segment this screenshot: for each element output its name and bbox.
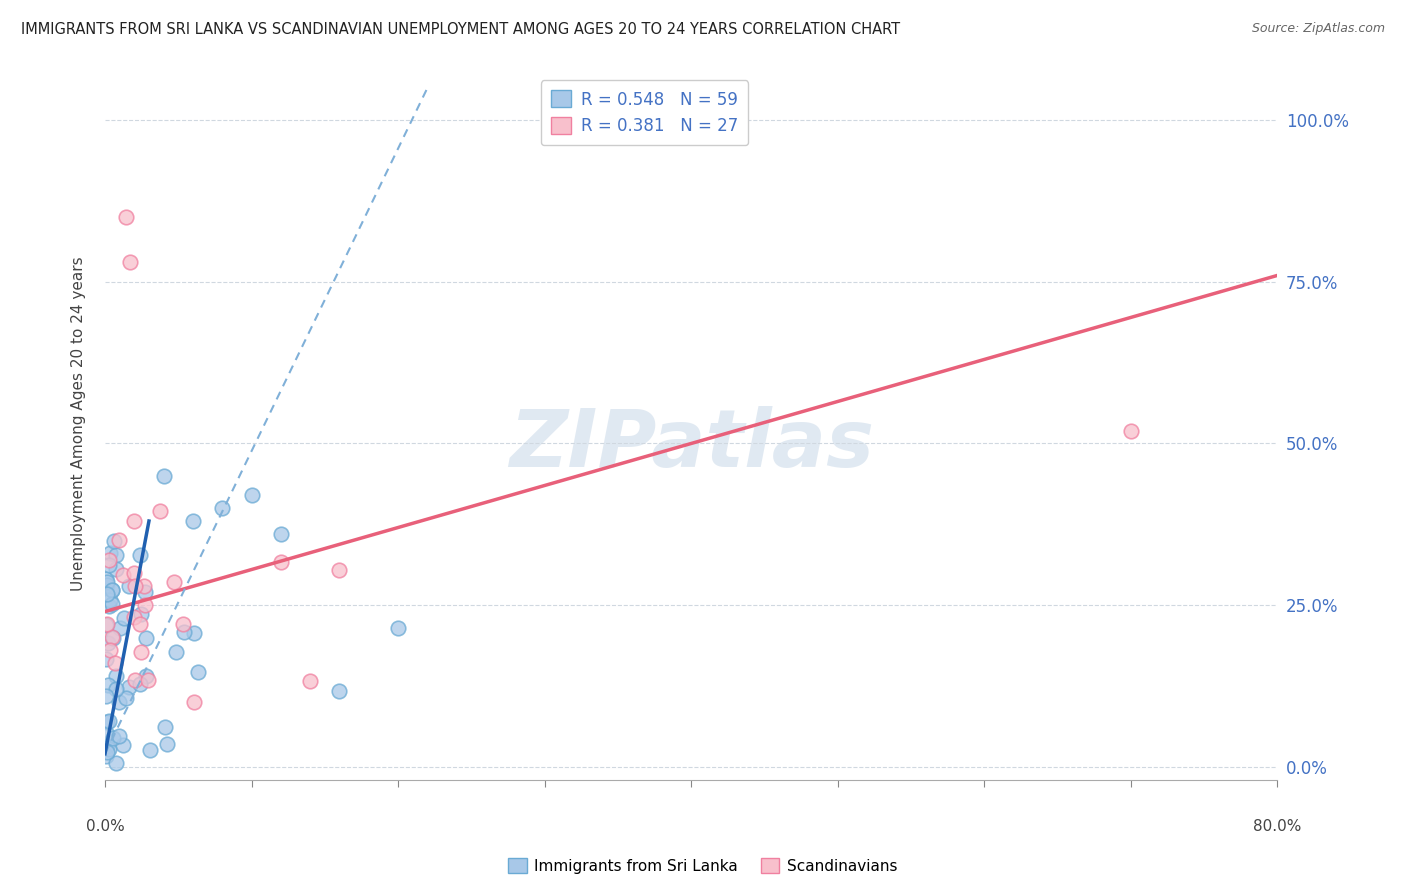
Text: 80.0%: 80.0%: [1253, 819, 1302, 834]
Legend: R = 0.548   N = 59, R = 0.381   N = 27: R = 0.548 N = 59, R = 0.381 N = 27: [541, 80, 748, 145]
Point: [105, 756, 128, 770]
Point: [98, 558, 121, 572]
Point: [98, 599, 121, 613]
Point: [96, 689, 118, 703]
Point: [128, 677, 150, 691]
Point: [240, 488, 263, 502]
Point: [153, 720, 176, 734]
Point: [103, 731, 125, 746]
Text: IMMIGRANTS FROM SRI LANKA VS SCANDINAVIAN UNEMPLOYMENT AMONG AGES 20 TO 24 YEARS: IMMIGRANTS FROM SRI LANKA VS SCANDINAVIA…: [21, 22, 900, 37]
Point: [111, 568, 134, 582]
Point: [129, 607, 152, 621]
Point: [100, 631, 122, 645]
Point: [183, 695, 205, 709]
Point: [104, 549, 127, 563]
Point: [387, 621, 409, 635]
Point: [100, 583, 122, 598]
Point: [270, 555, 292, 569]
Point: [97, 553, 120, 567]
Point: [96, 727, 118, 741]
Point: [101, 597, 124, 611]
Point: [183, 625, 205, 640]
Point: [104, 669, 127, 683]
Point: [270, 527, 292, 541]
Point: [117, 680, 139, 694]
Point: [107, 533, 129, 548]
Point: [156, 737, 179, 751]
Point: [118, 255, 141, 269]
Point: [173, 624, 195, 639]
Point: [1119, 424, 1142, 438]
Point: [115, 690, 138, 705]
Point: [187, 665, 209, 680]
Point: [299, 673, 322, 688]
Point: [128, 617, 150, 632]
Point: [96, 574, 118, 589]
Y-axis label: Unemployment Among Ages 20 to 24 years: Unemployment Among Ages 20 to 24 years: [72, 257, 86, 591]
Point: [101, 631, 124, 645]
Point: [108, 695, 131, 709]
Point: [165, 645, 187, 659]
Point: [107, 729, 129, 743]
Point: [112, 610, 135, 624]
Point: [110, 621, 132, 635]
Point: [96, 587, 118, 601]
Point: [96, 618, 118, 632]
Point: [114, 211, 136, 225]
Point: [135, 669, 157, 683]
Point: [96, 572, 118, 586]
Point: [172, 616, 194, 631]
Point: [163, 575, 186, 590]
Point: [138, 673, 160, 687]
Point: [98, 741, 121, 756]
Point: [96, 739, 118, 754]
Point: [134, 579, 156, 593]
Point: [100, 546, 122, 560]
Point: [124, 673, 146, 688]
Point: [96, 652, 118, 666]
Point: [129, 549, 152, 563]
Point: [96, 745, 118, 759]
Point: [97, 636, 120, 650]
Point: [152, 468, 174, 483]
Point: [96, 714, 118, 729]
Point: [139, 743, 162, 757]
Point: [97, 678, 120, 692]
Point: [129, 645, 152, 659]
Point: [211, 501, 233, 516]
Point: [134, 598, 156, 612]
Point: [96, 577, 118, 591]
Text: Source: ZipAtlas.com: Source: ZipAtlas.com: [1251, 22, 1385, 36]
Point: [181, 514, 204, 528]
Point: [135, 631, 157, 645]
Point: [96, 749, 118, 764]
Point: [104, 682, 127, 697]
Point: [104, 562, 127, 576]
Point: [103, 534, 125, 549]
Point: [122, 514, 145, 528]
Point: [98, 714, 121, 728]
Point: [328, 683, 350, 698]
Text: ZIPatlas: ZIPatlas: [509, 407, 873, 484]
Point: [98, 593, 121, 607]
Point: [101, 583, 124, 598]
Point: [124, 579, 146, 593]
Point: [104, 657, 127, 671]
Point: [111, 739, 134, 753]
Point: [118, 579, 141, 593]
Point: [98, 643, 121, 657]
Point: [122, 610, 145, 624]
Text: 0.0%: 0.0%: [86, 819, 124, 834]
Point: [134, 584, 156, 599]
Point: [96, 617, 118, 632]
Legend: Immigrants from Sri Lanka, Scandinavians: Immigrants from Sri Lanka, Scandinavians: [502, 852, 904, 880]
Point: [328, 563, 350, 577]
Point: [149, 504, 172, 518]
Point: [122, 566, 145, 580]
